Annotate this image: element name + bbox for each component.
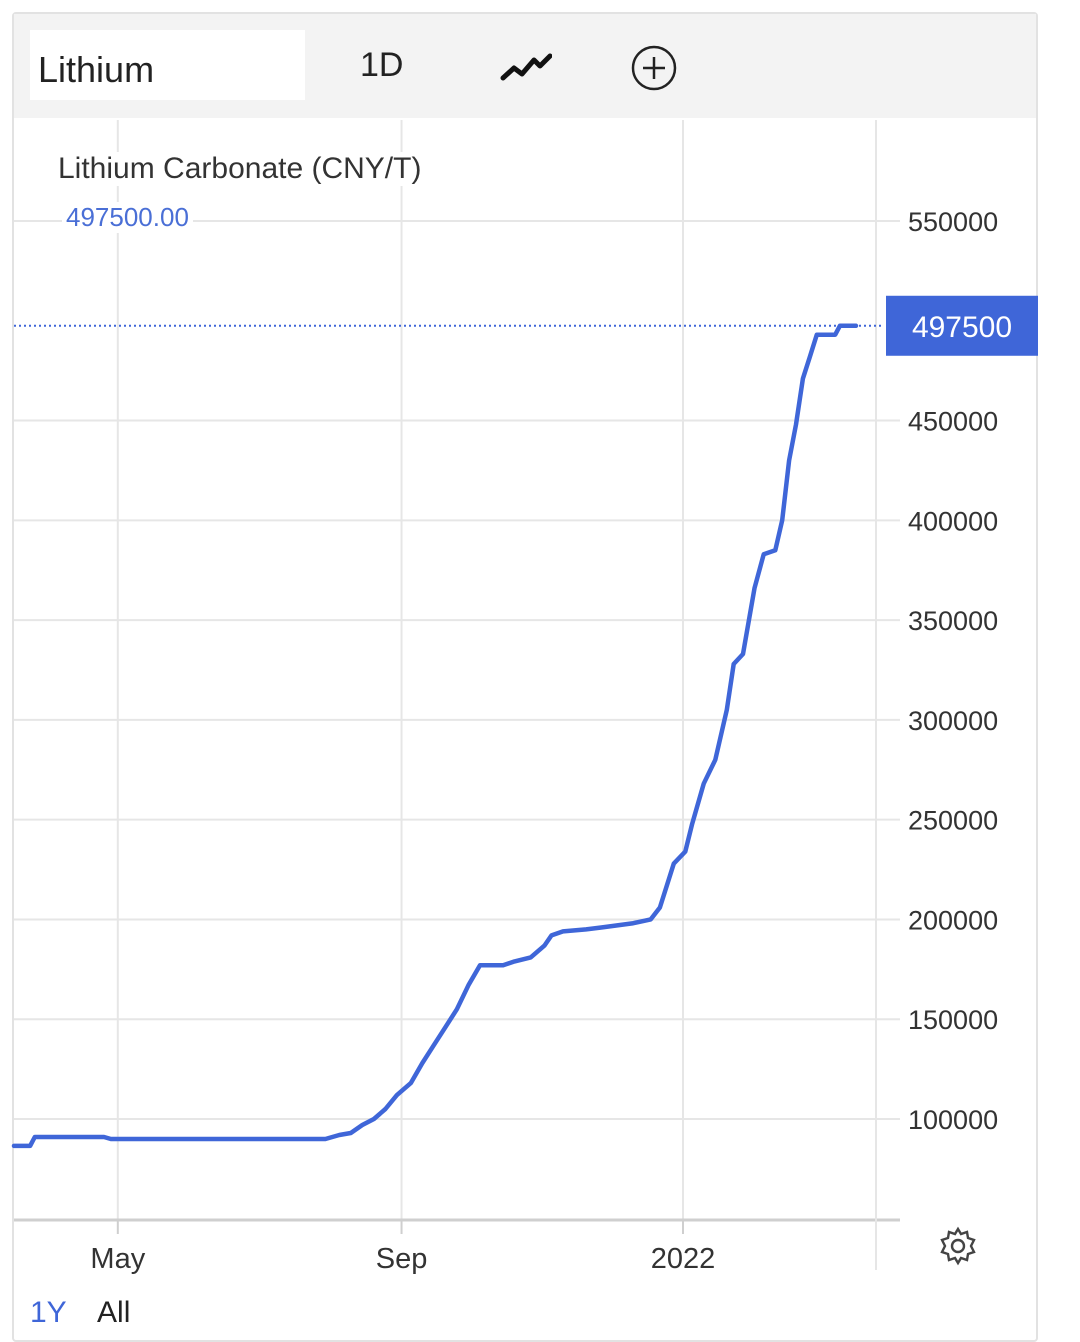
chart-legend-value: 497500.00 [62, 202, 193, 233]
interval-button[interactable]: 1D [360, 46, 404, 84]
grid-lines [14, 120, 900, 1220]
x-tick-label: Sep [376, 1243, 428, 1275]
axes [14, 120, 900, 1270]
y-tick-label: 400000 [908, 506, 998, 536]
line-chart-icon[interactable] [500, 50, 552, 84]
y-tick-label: 250000 [908, 806, 998, 836]
y-tick-label: 300000 [908, 706, 998, 736]
add-comparison-icon[interactable] [630, 44, 678, 92]
y-tick-label: 100000 [908, 1105, 998, 1135]
settings-gear-icon[interactable] [938, 1226, 978, 1266]
symbol-search-input[interactable]: Lithium [30, 30, 305, 100]
y-tick-label: 550000 [908, 207, 998, 237]
last-value-badge [886, 295, 1038, 356]
series-layer [11, 323, 884, 1149]
x-tick-label: May [90, 1243, 145, 1275]
last-value-label: 497500 [912, 311, 1012, 344]
price-series-line [11, 323, 859, 1149]
x-tick-label: 2022 [651, 1243, 716, 1275]
y-tick-label: 150000 [908, 1005, 998, 1035]
range-tab-all[interactable]: All [97, 1296, 131, 1329]
symbol-label: Lithium [38, 49, 155, 90]
y-tick-label: 350000 [908, 606, 998, 636]
range-tab-1y[interactable]: 1Y [30, 1296, 67, 1329]
tick-labels: 100000 150000 200000 250000 300000 350000 4000… [90, 207, 1038, 1275]
y-tick-label: 450000 [908, 407, 998, 437]
range-tabs: 1Y All [30, 1296, 152, 1330]
chart-legend-title: Lithium Carbonate (CNY/T) [54, 152, 426, 186]
chart-widget [12, 12, 1038, 1342]
y-tick-label: 200000 [908, 905, 998, 935]
